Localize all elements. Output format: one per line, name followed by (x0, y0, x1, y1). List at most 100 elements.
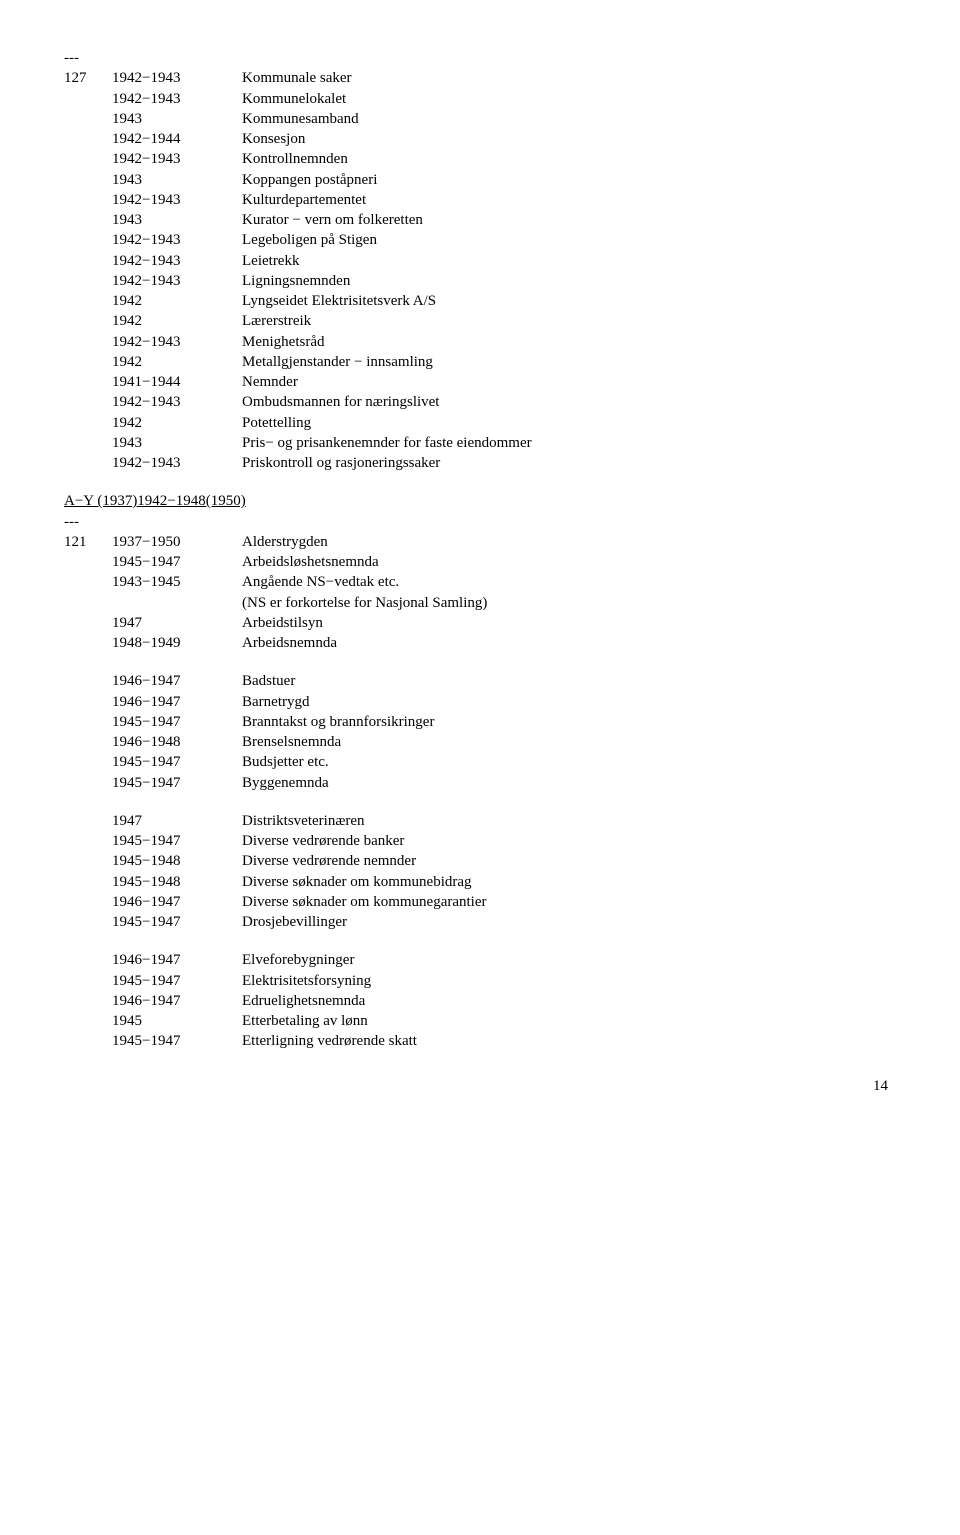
row-description: Etterbetaling av lønn (242, 1011, 896, 1031)
row-id (64, 109, 112, 129)
row-years: 1945−1947 (112, 712, 242, 732)
row-years: 1946−1947 (112, 692, 242, 712)
table-row: (NS er forkortelse for Nasjonal Samling) (64, 593, 896, 613)
row-years: 1942−1943 (112, 89, 242, 109)
row-description: Kulturdepartementet (242, 190, 896, 210)
row-description: Elveforebygninger (242, 950, 896, 970)
row-id (64, 190, 112, 210)
row-years: 1942−1943 (112, 230, 242, 250)
row-id (64, 230, 112, 250)
row-id (64, 811, 112, 831)
row-id: 121 (64, 532, 112, 552)
table-row: 1943Kommunesamband (64, 109, 896, 129)
row-description: Diverse søknader om kommunebidrag (242, 872, 896, 892)
entry-block-127: 1271942−1943Kommunale saker1942−1943Komm… (64, 68, 896, 473)
table-row: 1942Lærerstreik (64, 311, 896, 331)
entry-block-b: 1946−1947Badstuer1946−1947Barnetrygd1945… (64, 671, 896, 793)
table-row: 1947Arbeidstilsyn (64, 613, 896, 633)
row-id (64, 291, 112, 311)
row-id (64, 433, 112, 453)
row-id (64, 89, 112, 109)
row-id (64, 271, 112, 291)
dashes-line: --- (64, 512, 896, 532)
row-description: Alderstrygden (242, 532, 896, 552)
row-description: Branntakst og brannforsikringer (242, 712, 896, 732)
blank-line (64, 793, 896, 811)
row-years: 1942−1943 (112, 149, 242, 169)
row-years: 1943 (112, 109, 242, 129)
row-description: Lyngseidet Elektrisitetsverk A/S (242, 291, 896, 311)
row-years: 1947 (112, 811, 242, 831)
table-row: 1945−1947Branntakst og brannforsikringer (64, 712, 896, 732)
row-description: Angående NS−vedtak etc. (242, 572, 896, 592)
table-row: 1948−1949Arbeidsnemnda (64, 633, 896, 653)
row-id (64, 593, 112, 613)
row-years: 1943 (112, 170, 242, 190)
row-description: Brenselsnemnda (242, 732, 896, 752)
row-years: 1937−1950 (112, 532, 242, 552)
entry-block-121: 1211937−1950Alderstrygden1945−1947Arbeid… (64, 532, 896, 654)
row-years: 1945 (112, 1011, 242, 1031)
table-row: 1946−1948Brenselsnemnda (64, 732, 896, 752)
row-years: 1942 (112, 352, 242, 372)
table-row: 1942−1944Konsesjon (64, 129, 896, 149)
row-id (64, 851, 112, 871)
row-id (64, 332, 112, 352)
row-id (64, 352, 112, 372)
row-years: 1943 (112, 433, 242, 453)
row-description: Konsesjon (242, 129, 896, 149)
row-id (64, 170, 112, 190)
table-row: 1943Kurator − vern om folkeretten (64, 210, 896, 230)
row-id (64, 552, 112, 572)
row-description: Ombudsmannen for næringslivet (242, 392, 896, 412)
row-id (64, 912, 112, 932)
row-years: 1942−1943 (112, 251, 242, 271)
row-description: Kontrollnemnden (242, 149, 896, 169)
row-description: (NS er forkortelse for Nasjonal Samling) (242, 593, 896, 613)
row-description: Budsjetter etc. (242, 752, 896, 772)
row-description: Pris− og prisankenemnder for faste eiend… (242, 433, 896, 453)
page-number-text: 14 (873, 1078, 888, 1094)
row-years: 1943 (112, 210, 242, 230)
entry-block-e: 1946−1947Elveforebygninger1945−1947Elekt… (64, 950, 896, 1051)
dashes-text: --- (64, 48, 79, 68)
table-row: 1947Distriktsveterinæren (64, 811, 896, 831)
row-description: Lærerstreik (242, 311, 896, 331)
table-row: 1945−1947Byggenemnda (64, 773, 896, 793)
table-row: 1942Lyngseidet Elektrisitetsverk A/S (64, 291, 896, 311)
row-years: 1942 (112, 413, 242, 433)
table-row: 1942−1943Menighetsråd (64, 332, 896, 352)
row-years: 1946−1947 (112, 991, 242, 1011)
row-id (64, 692, 112, 712)
row-description: Nemnder (242, 372, 896, 392)
row-years: 1947 (112, 613, 242, 633)
row-description: Barnetrygd (242, 692, 896, 712)
row-description: Leietrekk (242, 251, 896, 271)
row-id (64, 210, 112, 230)
section-heading-text: A−Y (1937)1942−1948(1950) (64, 491, 246, 511)
row-years: 1945−1947 (112, 912, 242, 932)
dashes-line: --- (64, 48, 896, 68)
row-description: Arbeidstilsyn (242, 613, 896, 633)
row-id (64, 892, 112, 912)
row-years: 1941−1944 (112, 372, 242, 392)
row-description: Metallgjenstander − innsamling (242, 352, 896, 372)
row-id (64, 712, 112, 732)
row-description: Legeboligen på Stigen (242, 230, 896, 250)
table-row: 1943Koppangen poståpneri (64, 170, 896, 190)
entry-block-d: 1947Distriktsveterinæren 1945−1947Diverse… (64, 811, 896, 933)
row-id (64, 671, 112, 691)
row-years: 1946−1947 (112, 892, 242, 912)
row-description: Elektrisitetsforsyning (242, 971, 896, 991)
row-description: Arbeidsløshetsnemnda (242, 552, 896, 572)
row-description: Priskontroll og rasjoneringssaker (242, 453, 896, 473)
table-row: 1941−1944Nemnder (64, 372, 896, 392)
table-row: 1942−1943Priskontroll og rasjoneringssak… (64, 453, 896, 473)
row-years (112, 593, 242, 613)
table-row: 1945−1947Drosjebevillinger (64, 912, 896, 932)
row-years: 1942−1943 (112, 453, 242, 473)
row-description: Menighetsråd (242, 332, 896, 352)
table-row: 1942−1943Kommunelokalet (64, 89, 896, 109)
blank-line (64, 932, 896, 950)
row-years: 1946−1947 (112, 950, 242, 970)
